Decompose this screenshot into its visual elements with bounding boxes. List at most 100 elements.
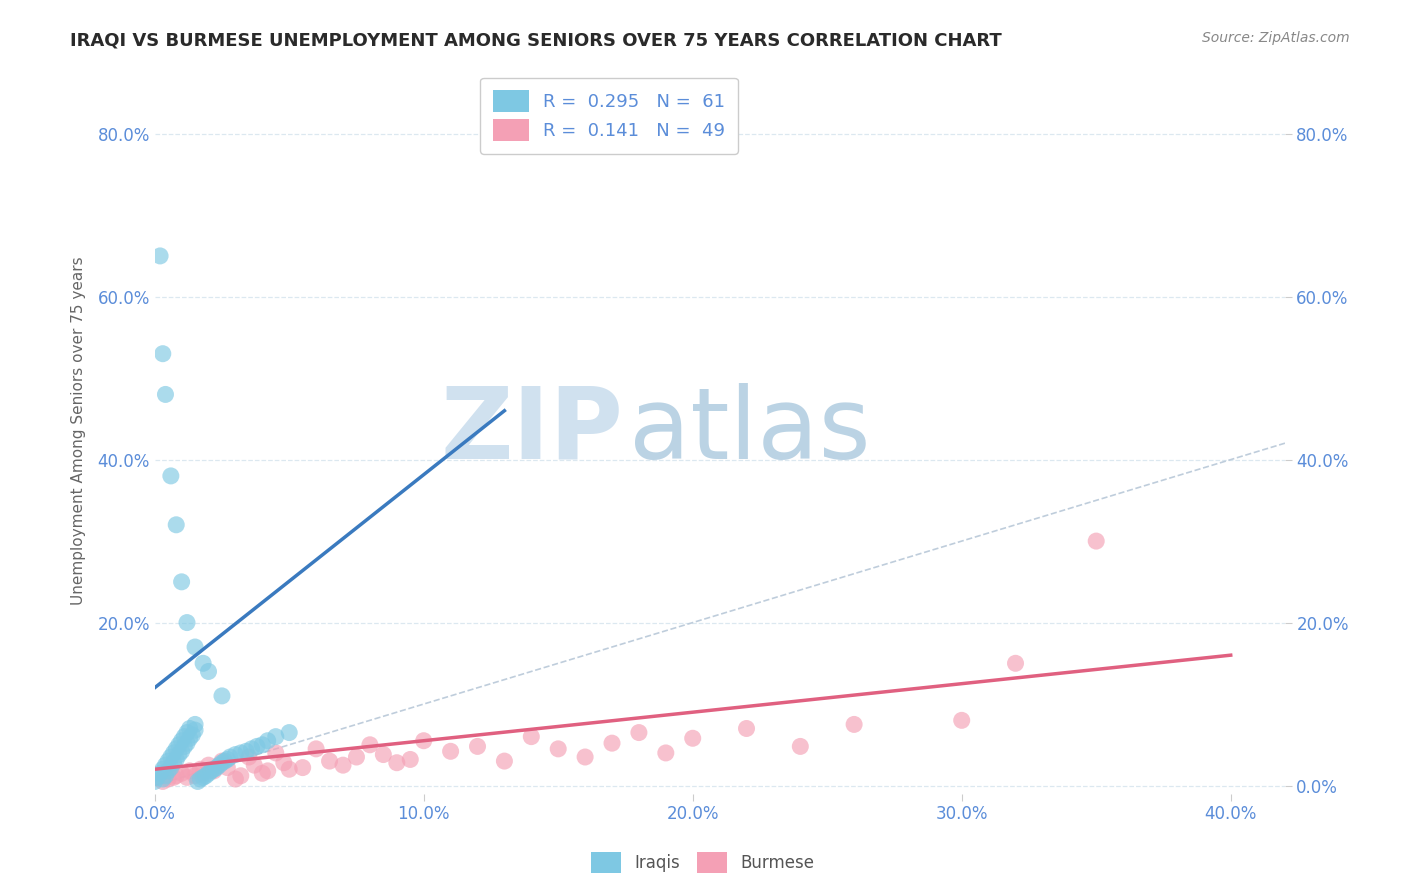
Point [278, 762, 301, 776]
Point [252, 766, 274, 780]
Point [152, 774, 174, 789]
Point [412, 733, 434, 747]
Point [179, 722, 201, 736]
Point [547, 742, 569, 756]
Point [229, 769, 252, 783]
Point [162, 756, 184, 770]
Point [202, 764, 225, 778]
Point [789, 739, 811, 754]
Point [211, 689, 233, 703]
Point [950, 714, 973, 728]
Point [197, 758, 219, 772]
Point [157, 764, 180, 778]
Legend: R =  0.295   N =  61, R =  0.141   N =  49: R = 0.295 N = 61, R = 0.141 N = 49 [479, 78, 738, 154]
Point [256, 733, 278, 747]
Point [155, 758, 177, 772]
Point [170, 574, 193, 589]
Point [224, 772, 246, 786]
Point [143, 774, 166, 789]
Point [176, 736, 198, 750]
Point [278, 725, 301, 739]
Point [187, 774, 209, 789]
Point [170, 766, 193, 780]
Point [735, 722, 758, 736]
Point [149, 766, 172, 780]
Point [385, 756, 408, 770]
Point [190, 762, 212, 776]
Point [291, 761, 314, 775]
Point [217, 752, 239, 766]
Point [184, 717, 207, 731]
Point [179, 764, 201, 778]
Point [152, 762, 174, 776]
Point [520, 730, 543, 744]
Point [191, 771, 214, 785]
Point [165, 752, 187, 766]
Point [332, 758, 354, 772]
Point [318, 754, 340, 768]
Point [243, 758, 266, 772]
Point [162, 746, 184, 760]
Point [238, 750, 260, 764]
Point [214, 754, 236, 768]
Text: ZIP: ZIP [440, 383, 624, 480]
Point [235, 744, 257, 758]
Legend: Iraqis, Burmese: Iraqis, Burmese [585, 846, 821, 880]
Point [184, 723, 207, 738]
Point [202, 762, 225, 776]
Point [264, 730, 287, 744]
Point [627, 725, 650, 739]
Point [197, 665, 219, 679]
Point [191, 657, 214, 671]
Point [152, 772, 174, 786]
Point [165, 517, 187, 532]
Point [600, 736, 623, 750]
Point [176, 615, 198, 630]
Point [224, 747, 246, 762]
Point [240, 742, 263, 756]
Text: atlas: atlas [630, 383, 870, 480]
Point [359, 738, 381, 752]
Point [219, 750, 242, 764]
Point [160, 750, 183, 764]
Point [173, 730, 195, 744]
Point [205, 761, 228, 775]
Point [399, 752, 422, 766]
Point [229, 746, 252, 760]
Point [252, 738, 274, 752]
Point [167, 738, 190, 752]
Point [273, 756, 295, 770]
Point [256, 764, 278, 778]
Point [157, 754, 180, 768]
Point [373, 747, 395, 762]
Point [167, 747, 190, 762]
Point [157, 772, 180, 786]
Point [176, 771, 198, 785]
Point [1085, 534, 1108, 549]
Point [305, 742, 328, 756]
Point [165, 742, 187, 756]
Point [208, 758, 231, 772]
Y-axis label: Unemployment Among Seniors over 75 years: Unemployment Among Seniors over 75 years [72, 257, 86, 606]
Point [682, 731, 704, 746]
Point [200, 764, 222, 778]
Point [160, 469, 183, 483]
Point [494, 754, 516, 768]
Point [217, 761, 239, 775]
Point [176, 725, 198, 739]
Point [197, 766, 219, 780]
Point [190, 772, 212, 786]
Point [155, 769, 177, 783]
Point [165, 769, 187, 783]
Point [184, 769, 207, 783]
Point [152, 347, 174, 361]
Point [264, 746, 287, 760]
Point [146, 771, 169, 785]
Point [842, 717, 865, 731]
Point [346, 750, 368, 764]
Point [246, 739, 269, 754]
Point [162, 771, 184, 785]
Text: IRAQI VS BURMESE UNEMPLOYMENT AMONG SENIORS OVER 75 YEARS CORRELATION CHART: IRAQI VS BURMESE UNEMPLOYMENT AMONG SENI… [70, 31, 1002, 49]
Point [184, 640, 207, 654]
Point [467, 739, 489, 754]
